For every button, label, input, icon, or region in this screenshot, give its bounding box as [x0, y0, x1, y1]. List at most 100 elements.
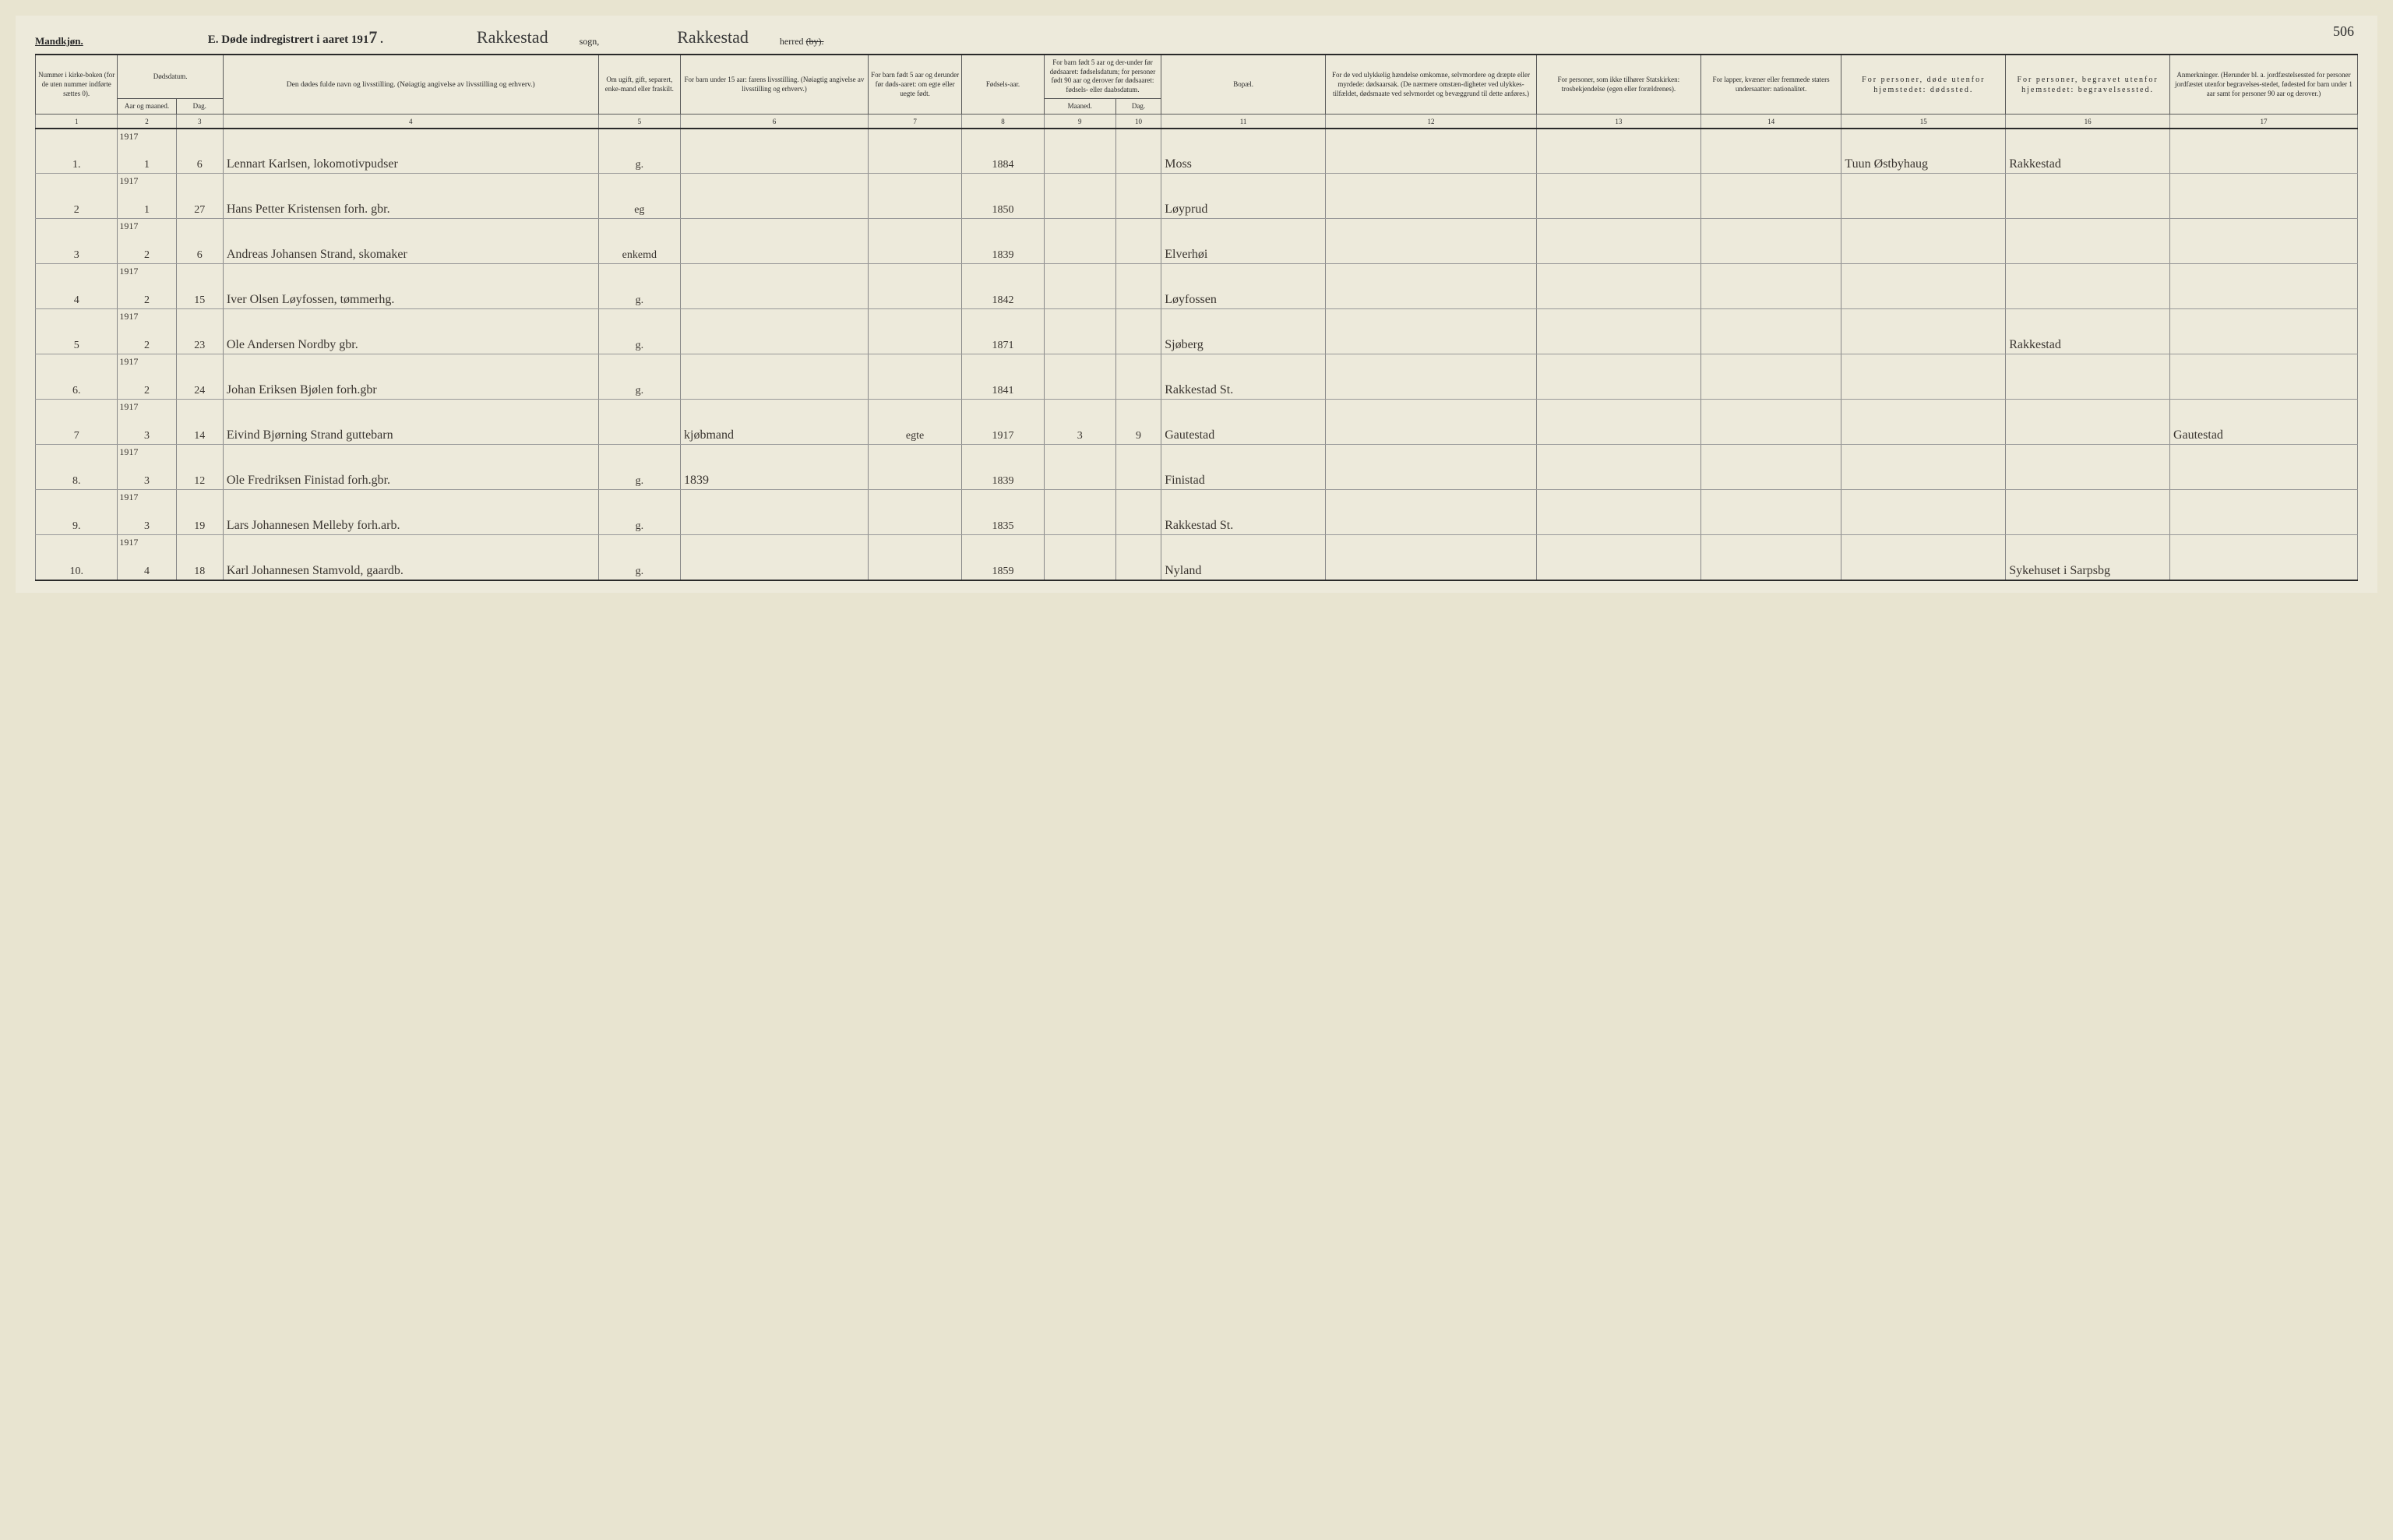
cell — [1325, 219, 1536, 264]
cell — [1536, 445, 1700, 490]
col-13: For personer, som ikke tilhører Statskir… — [1536, 55, 1700, 115]
cell: Andreas Johansen Strand, skomaker — [223, 219, 598, 264]
cell: g. — [598, 309, 680, 354]
cell: g. — [598, 129, 680, 174]
cell — [1536, 219, 1700, 264]
cell — [2169, 445, 2357, 490]
cell: Karl Johannesen Stamvold, gaardb. — [223, 535, 598, 580]
cell: Gautestad — [1161, 400, 1326, 445]
cell: 7 — [36, 400, 118, 445]
cell — [1325, 535, 1536, 580]
cell — [2169, 490, 2357, 535]
cell — [2006, 219, 2170, 264]
cell — [868, 219, 961, 264]
cell: 19173 — [118, 445, 176, 490]
ledger-table: Nummer i kirke-boken (for de uten nummer… — [35, 54, 2358, 581]
cell: 1842 — [962, 264, 1044, 309]
cell — [1536, 400, 1700, 445]
cell — [1044, 535, 1115, 580]
colnum: 11 — [1161, 115, 1326, 129]
cell — [681, 354, 869, 400]
cell: enkemd — [598, 219, 680, 264]
cell: 5 — [36, 309, 118, 354]
cell — [1700, 400, 1841, 445]
col-17: Anmerkninger. (Herunder bl. a. jordfæste… — [2169, 55, 2357, 115]
cell: 18 — [176, 535, 223, 580]
col-2a: Aar og maaned. — [118, 98, 176, 115]
cell: 1859 — [962, 535, 1044, 580]
colnum: 13 — [1536, 115, 1700, 129]
cell — [681, 174, 869, 219]
cell — [598, 400, 680, 445]
cell: 19173 — [118, 490, 176, 535]
cell — [1536, 309, 1700, 354]
herred-value: Rakkestad — [677, 27, 749, 48]
cell: Nyland — [1161, 535, 1326, 580]
cell — [1841, 400, 2006, 445]
gender-label: Mandkjøn. — [35, 35, 83, 48]
year-label: 1917 — [119, 311, 138, 322]
page-title: E. Døde indregistrert i aaret 1917 . — [208, 27, 383, 48]
cell: Tuun Østbyhaug — [1841, 129, 2006, 174]
table-row: 3191726Andreas Johansen Strand, skomaker… — [36, 219, 2358, 264]
cell — [2169, 354, 2357, 400]
cell: 19172 — [118, 264, 176, 309]
cell — [2169, 129, 2357, 174]
cell — [1115, 129, 1161, 174]
cell: Moss — [1161, 129, 1326, 174]
table-row: 8.1917312Ole Fredriksen Finistad forh.gb… — [36, 445, 2358, 490]
cell — [681, 490, 869, 535]
cell — [2006, 264, 2170, 309]
cell — [1325, 445, 1536, 490]
cell: 3 — [36, 219, 118, 264]
cell — [1700, 129, 1841, 174]
cell: Rakkestad St. — [1161, 490, 1326, 535]
cell — [1841, 354, 2006, 400]
cell: 6. — [36, 354, 118, 400]
cell — [868, 490, 961, 535]
cell — [1325, 129, 1536, 174]
cell — [2006, 354, 2170, 400]
cell — [2169, 535, 2357, 580]
cell: Gautestad — [2169, 400, 2357, 445]
cell — [868, 535, 961, 580]
cell: 14 — [176, 400, 223, 445]
cell — [1700, 219, 1841, 264]
cell — [1536, 354, 1700, 400]
cell — [1841, 264, 2006, 309]
col-11: Bopæl. — [1161, 55, 1326, 115]
colnum: 3 — [176, 115, 223, 129]
cell — [868, 264, 961, 309]
cell — [1044, 129, 1115, 174]
cell: 1835 — [962, 490, 1044, 535]
cell — [1115, 309, 1161, 354]
cell — [1700, 354, 1841, 400]
table-row: 71917314Eivind Bjørning Strand guttebarn… — [36, 400, 2358, 445]
cell: 19174 — [118, 535, 176, 580]
cell: 19172 — [118, 309, 176, 354]
cell — [1115, 490, 1161, 535]
cell — [1115, 264, 1161, 309]
cell — [2006, 400, 2170, 445]
col-14: For lapper, kvæner eller fremmede stater… — [1700, 55, 1841, 115]
col-4: Den dødes fulde navn og livsstilling. (N… — [223, 55, 598, 115]
col-9b: Dag. — [1115, 98, 1161, 115]
cell: 12 — [176, 445, 223, 490]
cell — [2006, 445, 2170, 490]
cell — [1325, 309, 1536, 354]
colnum: 15 — [1841, 115, 2006, 129]
cell — [1700, 445, 1841, 490]
cell — [1325, 354, 1536, 400]
cell — [681, 264, 869, 309]
year-label: 1917 — [119, 131, 138, 143]
cell: 9. — [36, 490, 118, 535]
cell: 10. — [36, 535, 118, 580]
cell — [1841, 535, 2006, 580]
year-label: 1917 — [119, 446, 138, 458]
cell — [868, 129, 961, 174]
col-9-top: For barn født 5 aar og der-under før død… — [1044, 55, 1161, 98]
cell: Løyfossen — [1161, 264, 1326, 309]
cell — [868, 445, 961, 490]
col-15: For personer, døde utenfor hjemstedet: d… — [1841, 55, 2006, 115]
cell — [1536, 174, 1700, 219]
